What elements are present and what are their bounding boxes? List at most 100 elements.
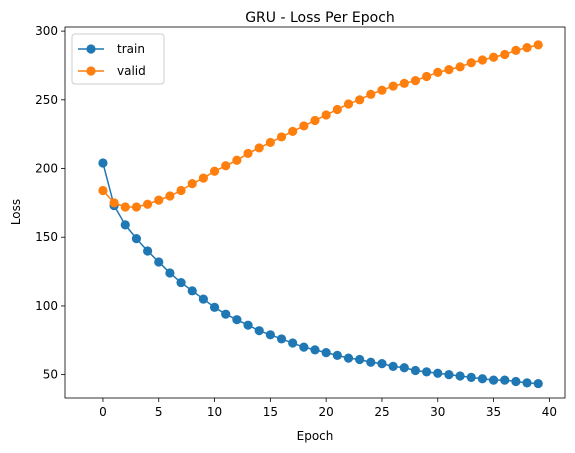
data-point-valid [165,191,175,201]
data-point-valid [332,104,342,115]
data-point-train [399,363,409,373]
data-point-train [276,334,287,344]
data-point-train [120,220,130,230]
data-point-train [131,234,142,244]
legend-label-valid: valid [117,64,146,78]
data-point-valid [142,199,153,209]
legend-marker-valid [86,66,96,76]
data-point-train [444,370,454,380]
plot-frame [64,26,566,399]
x-tick-label: 5 [155,405,163,419]
data-point-train [176,277,186,288]
data-point-train [288,338,298,348]
data-point-valid [444,64,454,75]
data-point-train [310,345,320,355]
y-axis-label: Loss [9,199,23,225]
data-point-valid [310,115,320,126]
data-point-train [142,246,153,256]
data-point-valid [455,62,465,72]
data-point-train [165,268,175,278]
data-point-valid [299,121,309,131]
x-axis-label: Epoch [297,429,334,443]
data-point-train [511,376,521,387]
data-point-train [243,320,253,330]
y-tick-label: 300 [35,24,58,38]
data-point-train [254,326,264,336]
x-tick-label: 25 [374,405,389,419]
data-point-valid [422,71,432,82]
y-tick-label: 250 [35,93,58,107]
x-tick-label: 10 [207,405,222,419]
data-point-valid [511,45,521,55]
data-point-train [154,257,164,267]
data-point-valid [187,179,197,189]
data-point-train [209,302,220,312]
x-tick-label: 20 [319,405,334,419]
data-point-valid [466,58,476,68]
data-point-valid [433,67,443,77]
data-point-valid [120,202,130,212]
legend: train valid [71,33,165,85]
data-point-valid [343,99,354,109]
data-point-valid [154,195,164,205]
series-line-train [102,162,539,385]
data-point-valid [243,148,253,159]
data-point-valid [276,132,287,142]
data-point-valid [176,185,186,196]
data-point-valid [377,85,387,95]
y-tick-label: 150 [35,230,58,244]
data-point-train [377,359,387,369]
data-point-valid [209,166,220,176]
data-point-valid [477,55,488,65]
legend-marker-train [86,44,96,54]
x-tick-label: 0 [99,405,107,419]
data-point-train [187,286,197,296]
series-line-valid [102,44,539,208]
data-point-train [221,309,231,319]
data-point-train [422,367,432,377]
data-point-train [488,375,499,385]
data-point-valid [500,49,510,60]
data-point-train [477,374,488,384]
data-point-valid [355,95,365,105]
data-point-train [455,371,465,381]
data-point-valid [410,75,421,86]
data-point-valid [522,43,532,53]
data-point-train [98,158,108,168]
data-point-train [343,353,354,363]
data-point-valid [109,198,119,208]
data-point-valid [265,137,275,148]
plot-area [98,40,543,389]
data-point-train [321,348,331,358]
data-point-valid [288,126,298,137]
data-point-valid [533,40,543,50]
data-point-valid [254,143,264,153]
data-point-train [500,375,510,385]
data-point-train [355,354,365,365]
data-point-valid [98,185,108,196]
y-tick-label: 200 [35,162,58,176]
data-point-valid [232,155,242,165]
data-point-valid [366,89,376,99]
data-point-valid [388,81,398,91]
data-point-valid [221,161,231,171]
data-point-train [433,368,443,378]
y-tick-label: 50 [43,368,58,382]
data-point-train [332,350,342,361]
data-point-train [366,357,376,367]
x-tick-label: 30 [430,405,445,419]
chart-title: GRU - Loss Per Epoch [245,10,395,26]
data-point-train [522,378,532,388]
y-tick-label: 100 [35,299,58,313]
data-point-valid [399,78,409,88]
data-point-train [410,365,421,376]
data-point-valid [198,173,208,183]
legend-label-train: train [117,42,145,56]
x-tick-label: 40 [542,405,557,419]
x-axis: 0 5 10 15 20 25 30 35 40 [99,398,557,419]
data-point-valid [321,110,331,120]
data-point-valid [488,52,499,62]
data-point-train [198,294,208,304]
data-point-train [265,330,275,340]
